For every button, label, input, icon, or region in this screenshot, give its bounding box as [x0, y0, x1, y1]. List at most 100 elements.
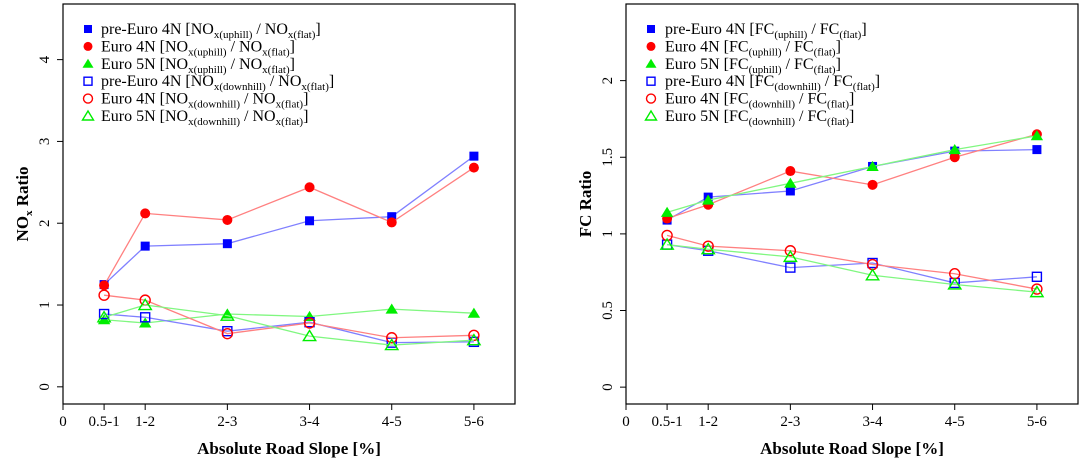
label-text: / FC [821, 73, 853, 90]
subscript-text: (flat) [814, 64, 836, 76]
data-point [222, 214, 233, 225]
label-text: ] [303, 108, 308, 125]
subscript-text: (downhill) [774, 81, 821, 93]
y-tick-label: 1 [37, 301, 53, 309]
label-text: / FC [782, 56, 814, 73]
x-tick-label: 3-4 [300, 414, 320, 430]
data-point [467, 307, 481, 318]
x-tick-label: 1-2 [135, 414, 155, 430]
series-euro-4n-downhill [661, 229, 1043, 295]
data-point [385, 303, 398, 314]
legend-triangle-icon [81, 109, 95, 121]
data-point [659, 237, 675, 250]
data-point [304, 182, 315, 193]
data-point [782, 249, 798, 263]
subscript-text: x(flat) [262, 64, 290, 76]
data-point [386, 332, 398, 344]
data-point [785, 186, 795, 196]
series-euro-5n-downhill [659, 237, 1045, 298]
subscript-text: x(uphill) [188, 64, 227, 76]
label-text: / FC [795, 91, 827, 108]
legend-entry: pre-Euro 4N [NOx(uphill) / NOx(flat)] [101, 21, 321, 41]
data-point [785, 166, 796, 177]
series-euro-4n-uphill [99, 162, 479, 291]
data-point [865, 268, 880, 281]
label-text: / NO [240, 108, 276, 125]
subscript-text: x(flat) [276, 99, 304, 111]
series-euro-4n-downhill [98, 289, 480, 344]
subscript-text: (uphill) [749, 64, 782, 76]
series-euro-4n-uphill [662, 129, 1042, 224]
label-text: ] [861, 21, 866, 38]
label-text: / NO [252, 21, 288, 38]
series-line [103, 304, 474, 346]
series-line [666, 243, 1037, 284]
legend: pre-Euro 4N [FC(uphill) / FC(flat)]Euro … [644, 21, 880, 128]
label-text: Ratio [13, 167, 32, 211]
label-text: Euro 4N [FC [665, 38, 749, 55]
y-tick-label: 3 [37, 138, 53, 146]
data-point [701, 194, 715, 205]
x-tick-label: 5-6 [1027, 414, 1047, 430]
data-point [947, 277, 963, 290]
y-tick-label: 2 [600, 77, 616, 85]
label-text: FC Ratio [576, 171, 595, 238]
label-text: / FC [782, 38, 814, 55]
series-pre-euro-4n-uphill [99, 151, 479, 290]
label-text: Euro 5N [NO [101, 56, 188, 73]
subscript-text: x(downhill) [188, 116, 240, 128]
legend-square-icon [646, 76, 656, 86]
series-line [666, 133, 1038, 220]
label-text: Euro 4N [NO [101, 38, 188, 55]
label-text: Euro 5N [FC [665, 108, 749, 125]
label-text: / FC [807, 21, 839, 38]
subscript-text: (flat) [839, 29, 861, 41]
x-tick-label: 0 [59, 414, 67, 430]
data-point [384, 338, 400, 351]
series-line [104, 313, 474, 344]
series-line [666, 234, 1038, 290]
legend: pre-Euro 4N [NOx(uphill) / NOx(flat)]Eur… [81, 21, 334, 128]
series-pre-euro-4n-downhill [98, 308, 480, 348]
label-text: ] [290, 38, 295, 55]
y-tick-label: 1 [600, 230, 616, 238]
legend-circle-icon [645, 93, 657, 104]
data-point [700, 242, 716, 255]
label-text: ] [849, 108, 854, 125]
data-point [303, 317, 316, 329]
series-line [104, 308, 474, 324]
data-point [867, 179, 878, 190]
subscript-text: x [23, 210, 35, 216]
label-text: / NO [227, 56, 263, 73]
data-point [660, 206, 674, 217]
subscript-text: x(flat) [276, 116, 304, 128]
data-point [140, 208, 151, 219]
data-point [139, 312, 151, 323]
y-tick-label: 1.5 [600, 148, 616, 167]
legend-entry: Euro 5N [NOx(uphill) / NOx(flat)] [101, 56, 295, 76]
series-line [104, 294, 474, 339]
data-point [96, 310, 112, 323]
data-point [784, 245, 797, 257]
x-tick-label: 5-6 [464, 414, 484, 430]
x-tick-label: 1-2 [698, 414, 718, 430]
label-text: pre-Euro 4N [FC [665, 73, 774, 90]
data-point [466, 333, 482, 346]
y-tick-label: 0 [600, 383, 616, 391]
data-point [468, 162, 479, 173]
label-text: / NO [266, 73, 302, 90]
data-point [98, 308, 110, 320]
legend-entry: Euro 5N [FC(downhill) / FC(flat)] [665, 108, 854, 128]
series-line [666, 148, 1037, 221]
label-text: Euro 5N [FC [665, 56, 749, 73]
series-line [667, 243, 1037, 293]
data-point [784, 177, 797, 188]
plot-frame [625, 3, 1079, 405]
x-tick-label: 2-3 [217, 414, 237, 430]
data-point [949, 152, 960, 163]
x-axis-title: Absolute Road Slope [%] [760, 439, 944, 458]
label-text: / NO [227, 38, 263, 55]
data-point [702, 240, 714, 252]
x-tick-label: 0.5-1 [88, 414, 119, 430]
x-tick-label: 4-5 [382, 414, 402, 430]
